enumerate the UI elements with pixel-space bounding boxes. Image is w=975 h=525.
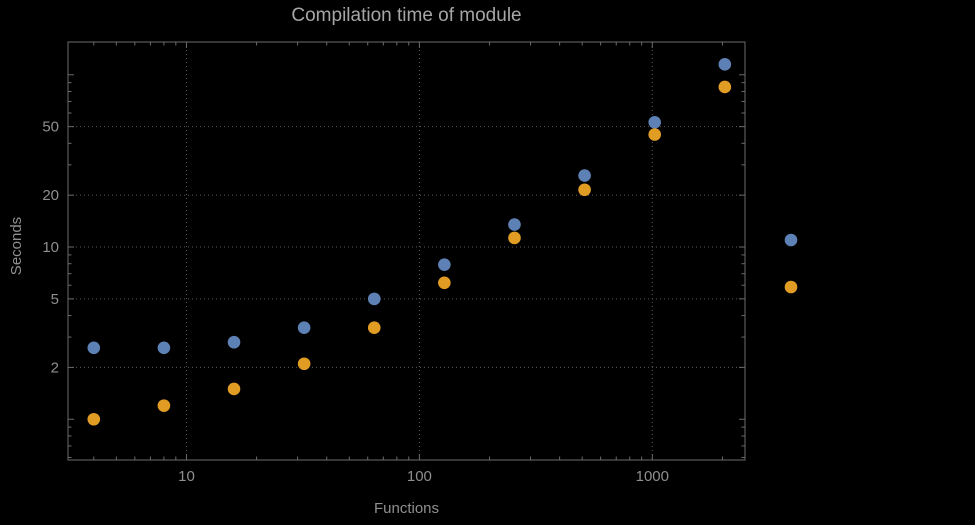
data-point-series-1 — [297, 321, 311, 335]
x-tick-label: 10 — [178, 468, 195, 485]
legend-marker — [784, 280, 798, 294]
data-point-series-2 — [297, 357, 311, 371]
data-point-series-2 — [87, 412, 101, 426]
y-tick-label: 10 — [42, 239, 59, 256]
plot-frame — [67, 41, 746, 461]
data-point-series-2 — [367, 321, 381, 335]
y-tick-label: 50 — [42, 119, 59, 136]
data-point-series-2 — [157, 399, 171, 412]
y-axis-label: Seconds — [8, 216, 25, 276]
data-point-series-2 — [718, 80, 732, 94]
x-axis-label: Functions — [373, 500, 440, 517]
data-point-series-1 — [227, 335, 241, 349]
data-point-series-1 — [157, 341, 171, 355]
data-point-series-1 — [648, 115, 662, 129]
data-point-series-1 — [438, 258, 451, 271]
data-point-series-1 — [367, 292, 381, 306]
data-point-series-1 — [87, 341, 101, 355]
chart-title: Compilation time of module — [291, 5, 522, 26]
data-point-series-2 — [648, 128, 662, 141]
y-tick-label: 2 — [51, 359, 59, 376]
data-point-series-2 — [578, 183, 591, 197]
legend-marker — [784, 233, 798, 247]
data-point-series-2 — [438, 276, 451, 290]
data-point-series-1 — [718, 58, 732, 71]
x-tick-label: 1000 — [636, 468, 669, 485]
data-point-series-2 — [508, 231, 521, 245]
x-tick-label: 100 — [407, 468, 432, 485]
data-point-series-1 — [508, 218, 521, 231]
y-tick-label: 5 — [51, 291, 59, 308]
data-point-series-2 — [227, 382, 241, 396]
data-point-series-1 — [578, 169, 591, 182]
y-tick-label: 20 — [42, 187, 59, 204]
